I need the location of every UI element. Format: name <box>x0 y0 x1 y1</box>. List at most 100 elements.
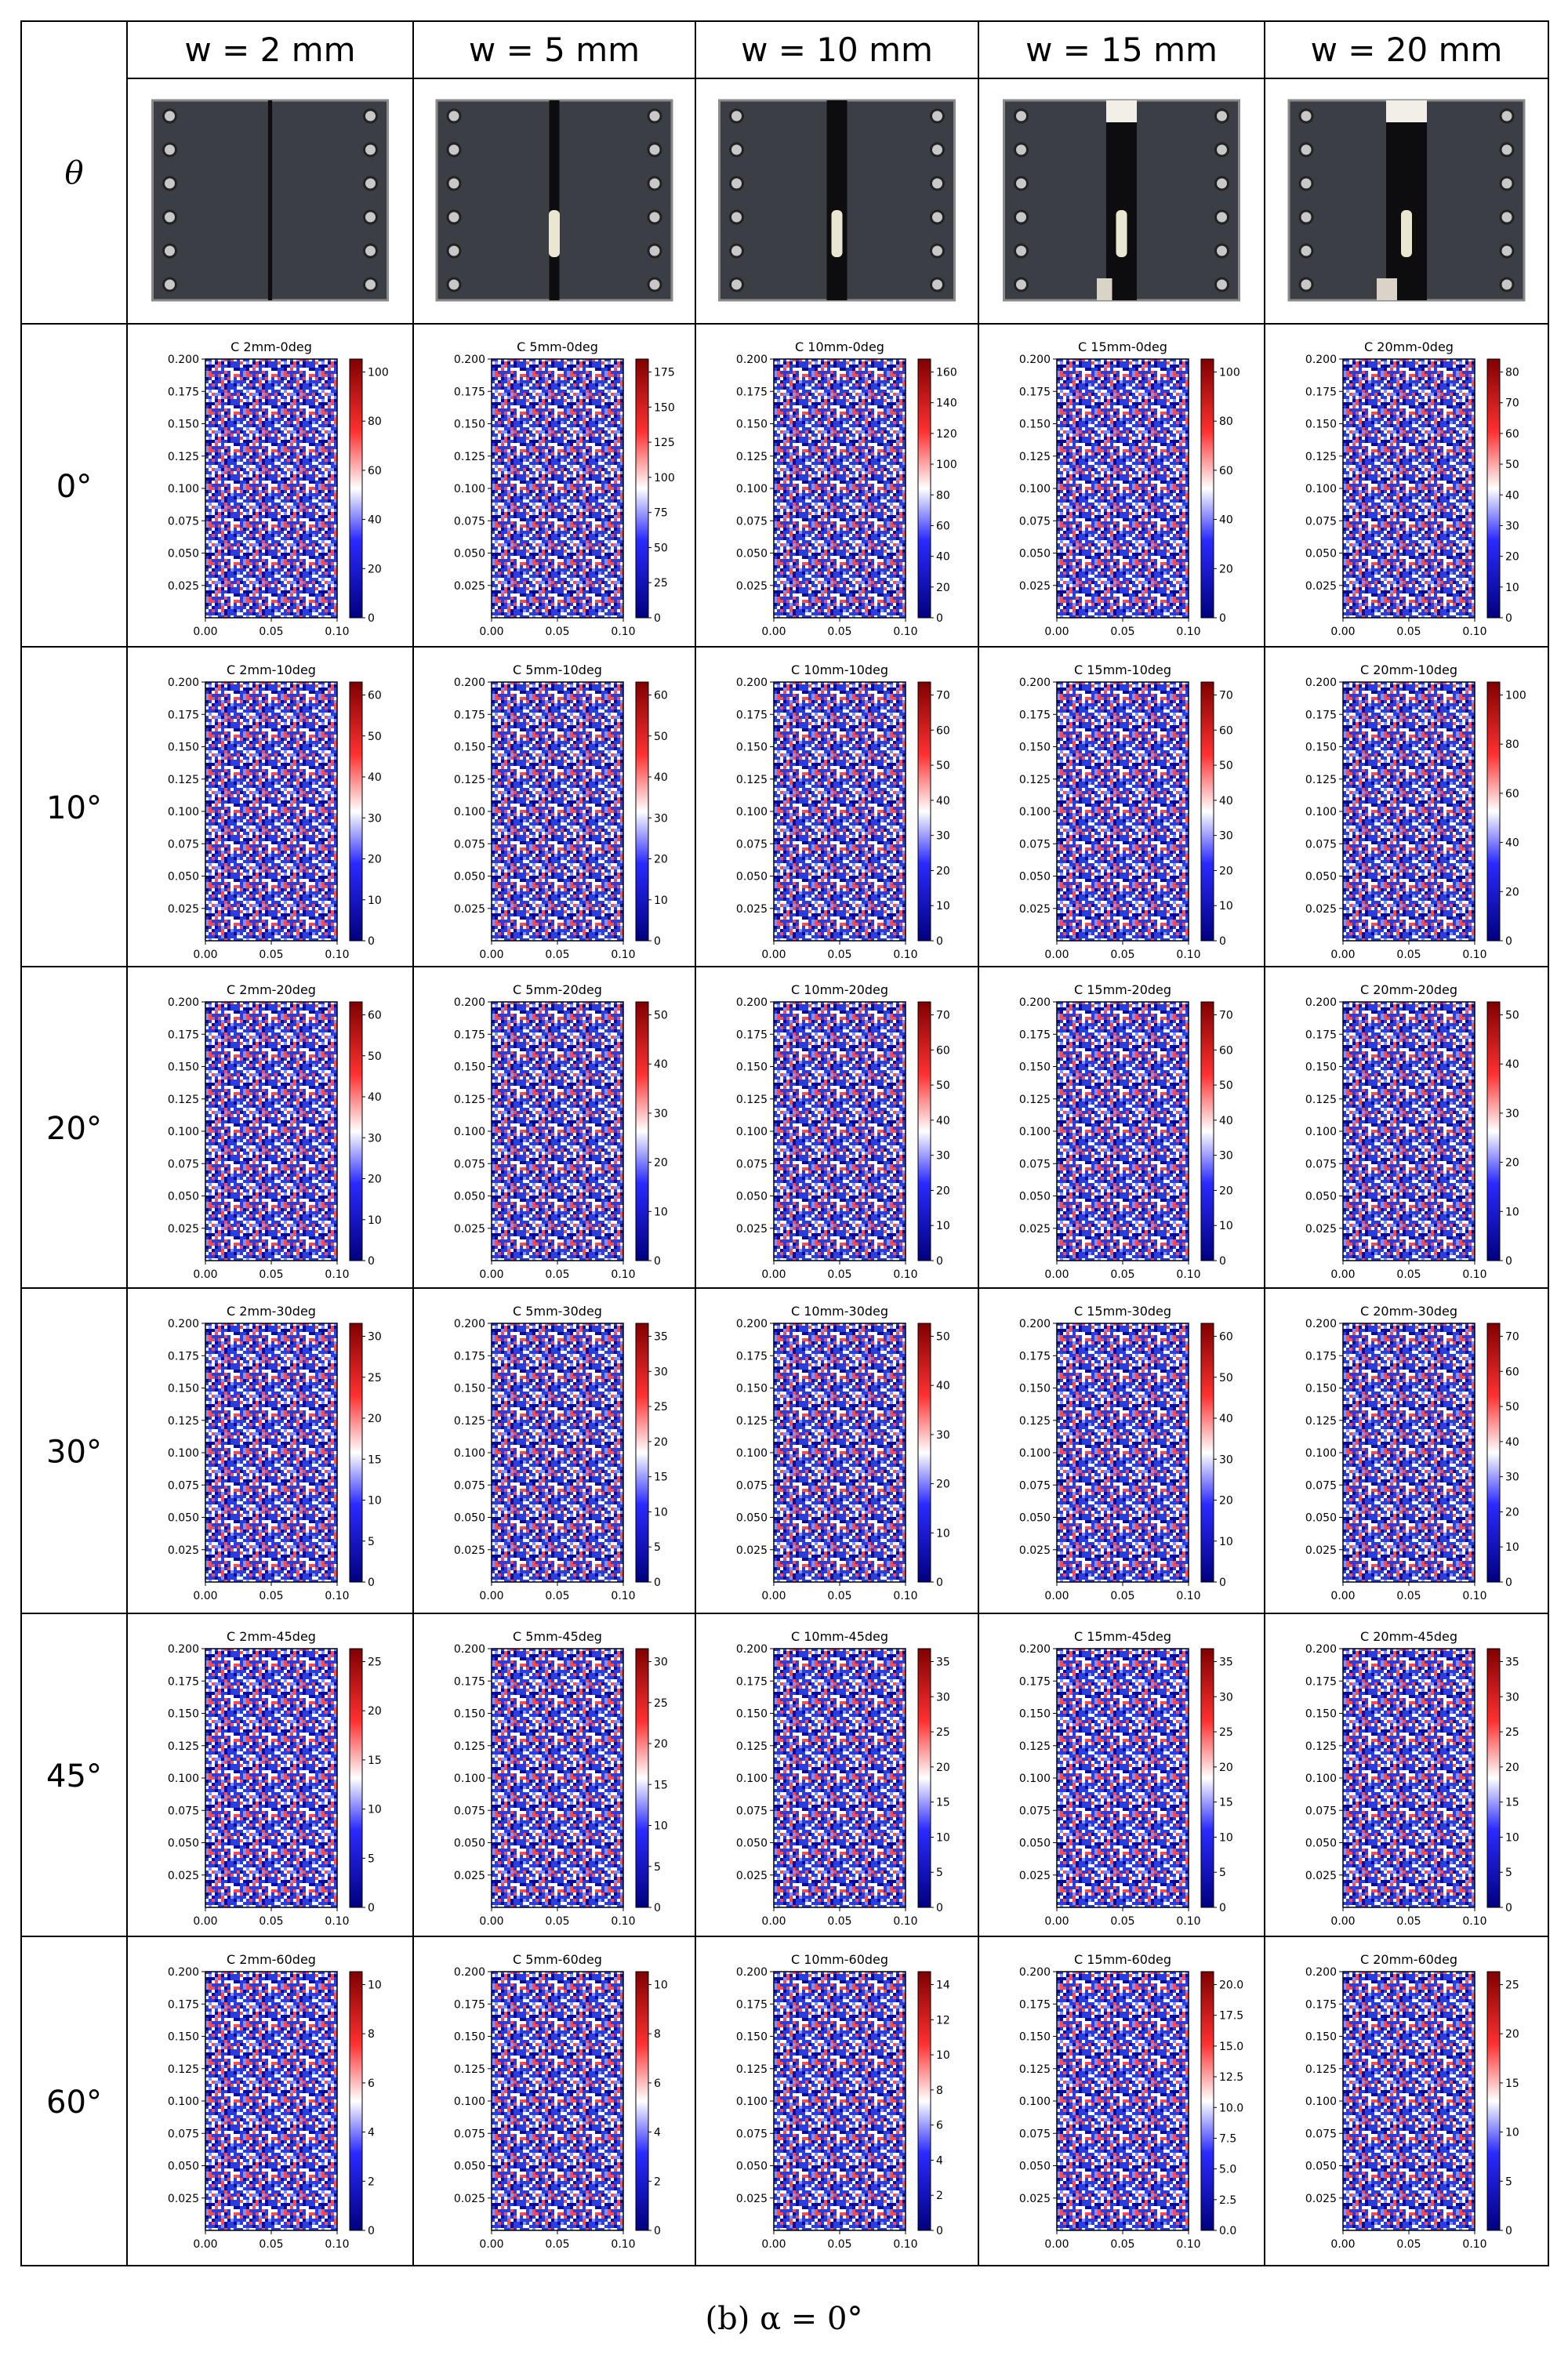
plot-title: C 2mm-0deg <box>230 339 312 354</box>
y-tick-label: 0.125 <box>736 2063 768 2076</box>
colorbar-tick-label: 40 <box>368 771 382 784</box>
colorbar-tick-label: 70 <box>936 690 950 702</box>
y-tick-label: 0.200 <box>1305 1643 1337 1656</box>
bolt-hole <box>647 142 662 158</box>
heatmap-panel: C 2mm-0deg0.0250.0500.0750.1000.1250.150… <box>168 339 389 638</box>
heatmap-panel: C 2mm-10deg0.0250.0500.0750.1000.1250.15… <box>168 662 382 961</box>
y-tick-label: 0.050 <box>736 548 768 561</box>
colorbar-tick-label: 40 <box>654 1058 668 1071</box>
y-tick-label: 0.075 <box>1305 1158 1337 1170</box>
y-tick-label: 0.100 <box>168 2096 199 2108</box>
y-tick-label: 0.025 <box>1019 1544 1051 1557</box>
colorbar-tick-label: 15 <box>1505 2078 1519 2090</box>
y-tick-label: 0.025 <box>454 1870 485 1882</box>
y-tick-label: 0.050 <box>454 548 485 561</box>
x-tick-label: 0.00 <box>193 2238 217 2251</box>
heatmap-area <box>492 682 623 941</box>
y-tick-label: 0.200 <box>736 1643 768 1656</box>
y-tick-label: 0.200 <box>1019 1643 1051 1656</box>
colorbar-tick-label: 20 <box>1219 865 1233 877</box>
colorbar-tick-label: 0 <box>936 1577 943 1589</box>
colorbar-tick-label: 0 <box>1505 1255 1512 1268</box>
y-tick-label: 0.100 <box>168 1773 199 1785</box>
colorbar-tick-label: 40 <box>936 1115 950 1127</box>
y-tick-label: 0.075 <box>1019 1805 1051 1817</box>
x-tick-label: 0.10 <box>893 1268 917 1281</box>
y-tick-label: 0.025 <box>1305 2193 1337 2205</box>
colorbar-tick-label: 60 <box>1219 724 1233 737</box>
colorbar <box>917 358 931 619</box>
colorbar <box>1200 1971 1214 2231</box>
colorbar-tick-label: 15 <box>654 1471 668 1484</box>
colorbar <box>1486 681 1501 942</box>
bolt-hole <box>930 209 945 225</box>
colorbar-tick-label: 50 <box>936 1331 950 1344</box>
y-tick-label: 0.100 <box>736 806 768 818</box>
colorbar-tick-label: 0 <box>654 1902 661 1914</box>
x-tick-label: 0.00 <box>761 626 786 638</box>
x-tick-label: 0.10 <box>611 1590 635 1602</box>
bolt-hole <box>363 209 378 225</box>
y-tick-label: 0.100 <box>1019 483 1051 495</box>
x-tick-label: 0.05 <box>545 1590 569 1602</box>
x-tick-label: 0.10 <box>1462 949 1486 961</box>
x-tick-label: 0.05 <box>259 1915 283 1928</box>
plot-title: C 5mm-30deg <box>513 1304 602 1319</box>
colorbar-tick-label: 20 <box>1505 1157 1519 1170</box>
y-tick-label: 0.125 <box>1305 1094 1337 1106</box>
y-tick-label: 0.025 <box>168 903 199 916</box>
bolt-hole <box>647 277 662 292</box>
y-tick-label: 0.075 <box>736 838 768 851</box>
specimen-photo <box>718 99 956 302</box>
heatmap-panel: C 5mm-0deg0.0250.0500.0750.1000.1250.150… <box>454 339 675 638</box>
colorbar-tick-label: 100 <box>368 367 389 379</box>
bolt-hole <box>1298 176 1314 191</box>
colorbar-tick-label: 30 <box>936 1150 950 1163</box>
x-tick-label: 0.00 <box>1330 2238 1355 2251</box>
x-tick-label: 0.00 <box>761 2238 786 2251</box>
y-tick-label: 0.100 <box>1305 806 1337 818</box>
y-tick-label: 0.100 <box>1305 1447 1337 1460</box>
y-tick-label: 0.175 <box>454 386 485 398</box>
colorbar-tick-label: 50 <box>1219 1372 1233 1384</box>
colorbar-tick-label: 50 <box>936 760 950 772</box>
colorbar-tick-label: 0 <box>1219 612 1226 625</box>
heatmap-area <box>205 682 337 941</box>
colorbar <box>1200 1323 1214 1583</box>
y-tick-label: 0.125 <box>454 1094 485 1106</box>
bolt-hole <box>1298 142 1314 158</box>
colorbar-tick-label: 10 <box>1219 900 1233 913</box>
heatmap-area <box>205 1972 337 2230</box>
colorbar-tick-label: 40 <box>936 1380 950 1392</box>
colorbar-tick-label: 0 <box>368 612 375 625</box>
colorbar-tick-label: 0 <box>1505 935 1512 948</box>
heatmap-area <box>1057 1002 1189 1261</box>
y-tick-label: 0.050 <box>454 1512 485 1525</box>
table-grid <box>20 20 1549 2266</box>
heatmap-area <box>1343 1649 1475 1907</box>
y-tick-label: 0.150 <box>736 1383 768 1395</box>
colorbar-tick-label: 20 <box>368 1705 382 1718</box>
x-tick-label: 0.05 <box>827 1590 851 1602</box>
colorbar-tick-label: 25 <box>368 1657 382 1669</box>
y-tick-label: 0.150 <box>736 1708 768 1721</box>
bolt-hole <box>647 209 662 225</box>
y-tick-label: 0.175 <box>736 1350 768 1363</box>
x-tick-label: 0.00 <box>479 1915 503 1928</box>
colorbar-tick-label: 2.5 <box>1219 2194 1236 2207</box>
plot-title: C 15mm-20deg <box>1074 982 1171 997</box>
colorbar-tick-label: 15 <box>936 1797 950 1809</box>
heatmap-area <box>205 1323 337 1582</box>
x-tick-label: 0.00 <box>1330 626 1355 638</box>
colorbar-tick-label: 10 <box>936 1527 950 1540</box>
heatmap-area <box>774 682 906 941</box>
y-tick-label: 0.025 <box>736 2193 768 2205</box>
colorbar-tick-label: 70 <box>1505 397 1519 410</box>
y-tick-label: 0.075 <box>736 2128 768 2140</box>
bolt-hole <box>446 142 462 158</box>
heatmap-area <box>1343 1323 1475 1582</box>
y-tick-label: 0.050 <box>1305 1838 1337 1850</box>
y-tick-label: 0.175 <box>1019 709 1051 721</box>
x-tick-label: 0.10 <box>1462 1268 1486 1281</box>
